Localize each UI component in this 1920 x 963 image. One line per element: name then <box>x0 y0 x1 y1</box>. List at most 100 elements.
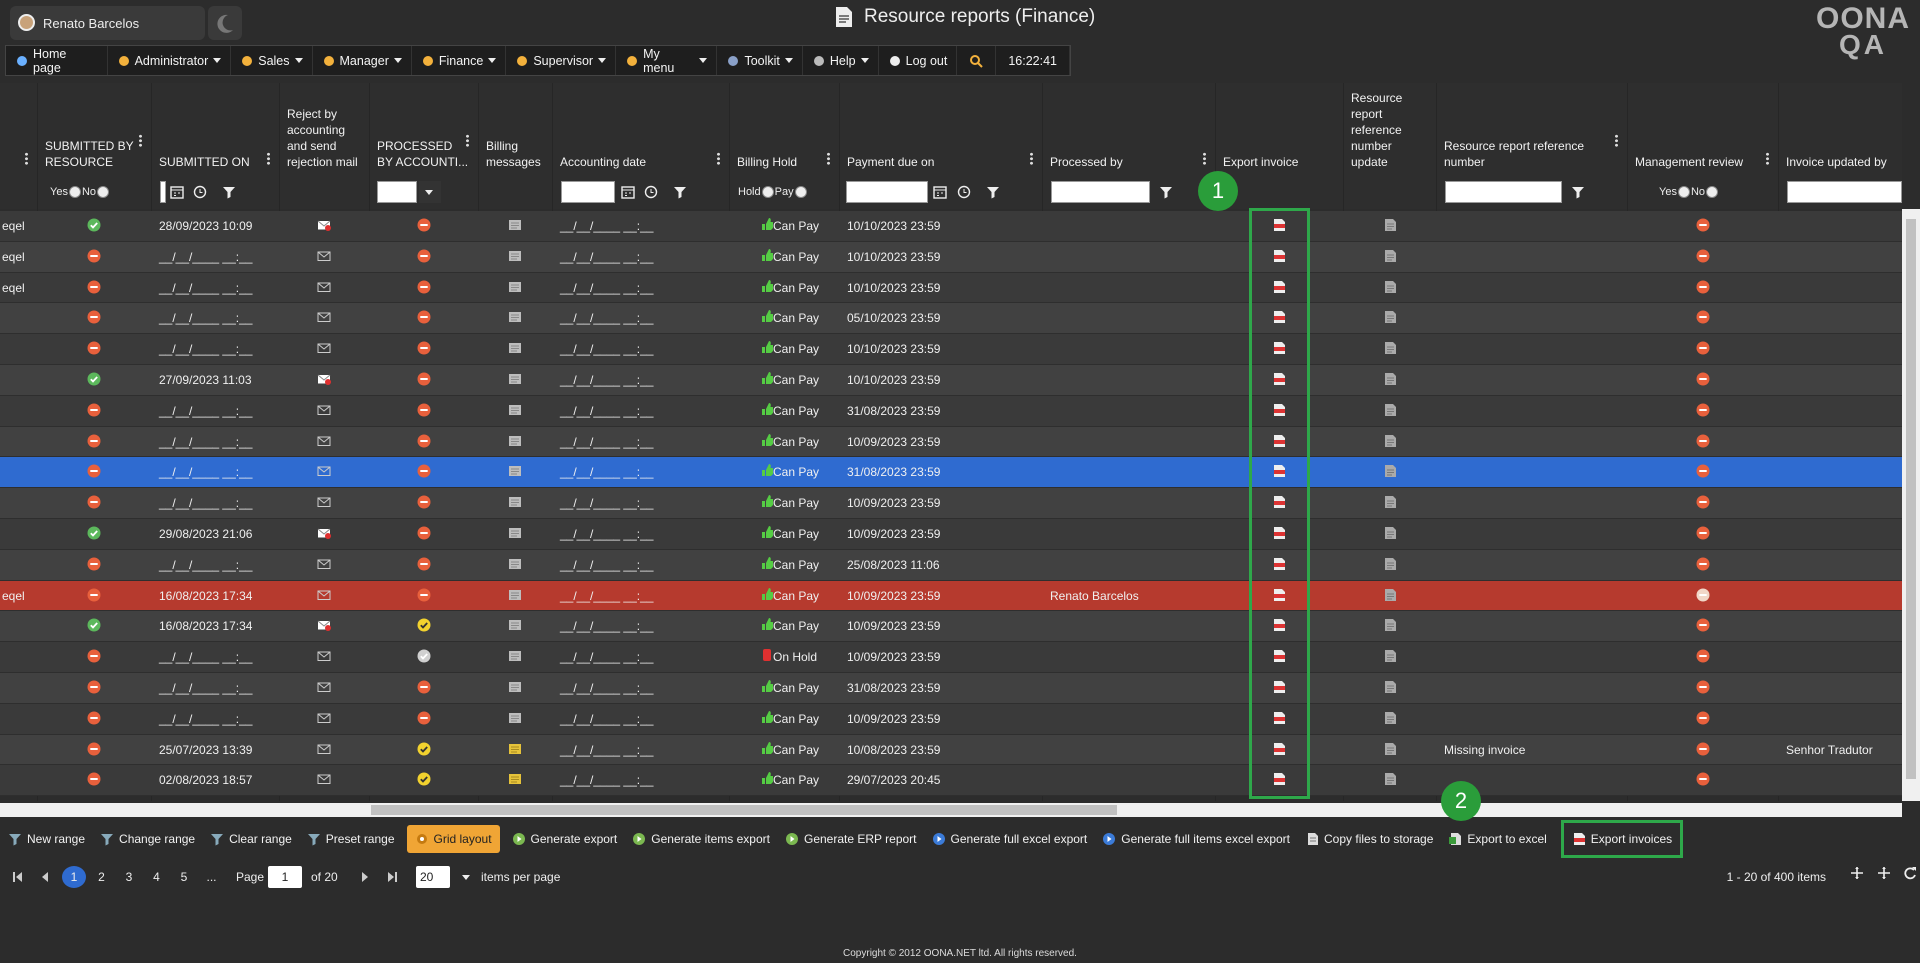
filter-button[interactable] <box>673 185 687 202</box>
radio[interactable] <box>97 186 110 199</box>
expand-button[interactable] <box>1849 866 1865 888</box>
filter-button[interactable] <box>1159 185 1173 202</box>
export-invoice-button[interactable] <box>1272 218 1286 232</box>
export-invoice-button[interactable] <box>1272 680 1286 694</box>
grid-row[interactable] <box>0 734 1902 766</box>
toolbar-button[interactable]: Generate items export <box>629 825 773 853</box>
radio[interactable] <box>761 186 774 199</box>
filter-input[interactable] <box>1787 181 1902 203</box>
billing-messages-button[interactable] <box>508 372 522 386</box>
grid-row[interactable] <box>0 580 1902 612</box>
toolbar-button[interactable]: New range <box>5 825 88 853</box>
last-page[interactable] <box>382 866 404 888</box>
h-scroll-thumb[interactable] <box>371 805 1117 815</box>
reference-update-button[interactable] <box>1383 588 1397 602</box>
reference-update-button[interactable] <box>1383 310 1397 324</box>
export-invoice-button[interactable] <box>1272 341 1286 355</box>
export-invoice-button[interactable] <box>1272 649 1286 663</box>
radio-filter[interactable]: Hold Pay <box>738 185 808 199</box>
billing-messages-button[interactable] <box>508 526 522 540</box>
grid-row[interactable] <box>0 426 1902 458</box>
nav-item[interactable]: Supervisor <box>506 46 617 75</box>
grid-row[interactable] <box>0 303 1902 335</box>
reject-mail-button[interactable] <box>317 742 331 756</box>
nav-item[interactable]: Toolkit <box>717 46 803 75</box>
billing-messages-button[interactable] <box>508 434 522 448</box>
reject-mail-button[interactable] <box>317 618 331 632</box>
theme-toggle[interactable] <box>208 6 242 40</box>
toolbar-button[interactable]: Change range <box>97 825 198 853</box>
refresh-button[interactable] <box>1902 866 1918 888</box>
export-invoice-button[interactable] <box>1272 772 1286 786</box>
reject-mail-button[interactable] <box>317 588 331 602</box>
reject-mail-button[interactable] <box>317 649 331 663</box>
time-button[interactable] <box>193 185 207 202</box>
reference-update-button[interactable] <box>1383 772 1397 786</box>
reject-mail-button[interactable] <box>317 464 331 478</box>
prev-page[interactable] <box>34 866 56 888</box>
calendar-button[interactable] <box>170 185 184 202</box>
grid-row[interactable] <box>0 519 1902 550</box>
reference-update-button[interactable] <box>1383 526 1397 540</box>
reference-update-button[interactable] <box>1383 495 1397 509</box>
reject-mail-button[interactable] <box>317 434 331 448</box>
nav-item[interactable]: Manager <box>313 46 412 75</box>
grid-row[interactable] <box>0 642 1902 673</box>
filter-input[interactable] <box>377 181 417 203</box>
page-number[interactable]: 4 <box>153 870 160 884</box>
reference-update-button[interactable] <box>1383 464 1397 478</box>
time-button[interactable] <box>644 185 658 202</box>
toolbar-button[interactable]: Generate export <box>509 825 621 853</box>
reference-update-button[interactable] <box>1383 649 1397 663</box>
column-menu[interactable] <box>267 152 270 165</box>
grid-row[interactable] <box>0 334 1902 365</box>
reference-update-button[interactable] <box>1383 711 1397 725</box>
reference-update-button[interactable] <box>1383 249 1397 263</box>
toolbar-button[interactable]: Clear range <box>207 825 295 853</box>
reject-mail-button[interactable] <box>317 403 331 417</box>
grid-row[interactable] <box>0 241 1902 273</box>
grid-row[interactable] <box>0 673 1902 704</box>
billing-messages-button[interactable] <box>508 341 522 355</box>
column-menu[interactable] <box>1615 134 1618 147</box>
export-invoice-button[interactable] <box>1272 249 1286 263</box>
page-number[interactable]: ... <box>206 870 217 884</box>
billing-messages-button[interactable] <box>508 680 522 694</box>
nav-item[interactable]: My menu <box>616 46 718 75</box>
export-invoice-button[interactable] <box>1272 618 1286 632</box>
reference-update-button[interactable] <box>1383 742 1397 756</box>
next-page[interactable] <box>354 866 376 888</box>
reference-update-button[interactable] <box>1383 680 1397 694</box>
billing-messages-button[interactable] <box>508 711 522 725</box>
radio[interactable] <box>1706 186 1719 199</box>
page-size-caret[interactable] <box>462 875 470 880</box>
billing-messages-button[interactable] <box>508 249 522 263</box>
filter-button[interactable] <box>986 185 1000 202</box>
column-menu[interactable] <box>1030 152 1033 165</box>
radio[interactable] <box>1677 186 1690 199</box>
grid-row[interactable] <box>0 395 1902 427</box>
billing-messages-button[interactable] <box>508 403 522 417</box>
reject-mail-button[interactable] <box>317 526 331 540</box>
toolbar-button[interactable]: Export to excel <box>1445 825 1549 853</box>
reject-mail-button[interactable] <box>317 218 331 232</box>
export-invoice-button[interactable] <box>1272 742 1286 756</box>
billing-messages-button[interactable] <box>508 618 522 632</box>
filter-input[interactable] <box>846 181 928 203</box>
toolbar-button[interactable]: Export invoices <box>1560 820 1684 858</box>
dropdown-button[interactable] <box>419 181 441 203</box>
reference-update-button[interactable] <box>1383 218 1397 232</box>
export-invoice-button[interactable] <box>1272 526 1286 540</box>
nav-item[interactable]: Sales <box>231 46 313 75</box>
grid-row[interactable] <box>0 211 1902 242</box>
page-number[interactable]: 3 <box>125 870 133 884</box>
first-page[interactable] <box>6 866 28 888</box>
grid-row[interactable] <box>0 611 1902 643</box>
nav-item[interactable]: Finance <box>412 46 507 75</box>
reference-update-button[interactable] <box>1383 372 1397 386</box>
grid-row[interactable] <box>0 703 1902 735</box>
nav-item[interactable]: Home page <box>6 46 108 75</box>
column-menu[interactable] <box>1203 152 1206 165</box>
billing-messages-button[interactable] <box>508 588 522 602</box>
radio[interactable] <box>68 186 81 199</box>
